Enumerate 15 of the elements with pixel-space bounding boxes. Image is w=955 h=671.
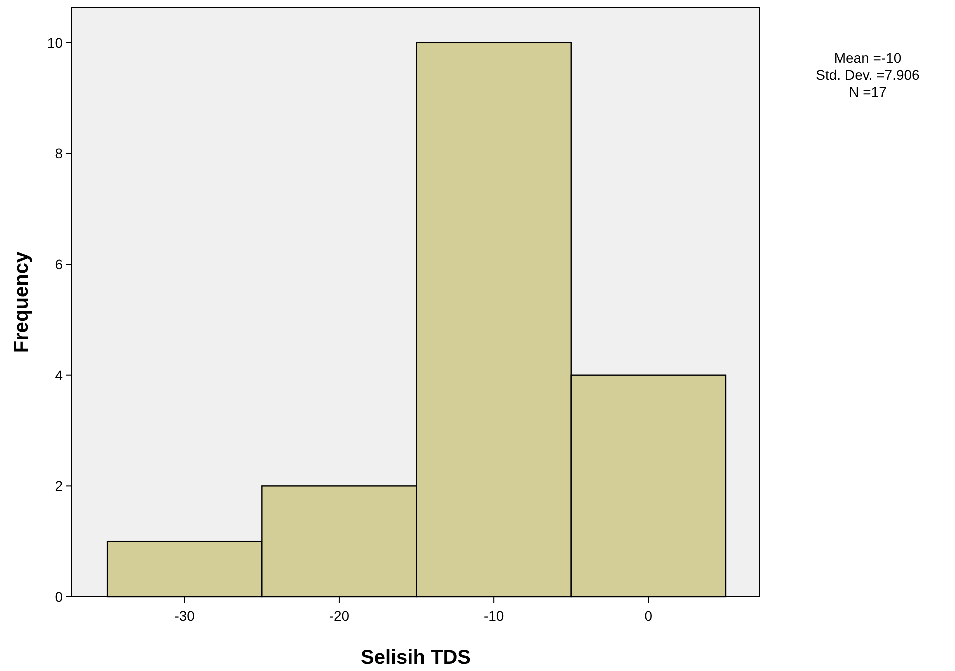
text: N =17 bbox=[849, 84, 888, 100]
y-tick-label: 8 bbox=[55, 146, 64, 162]
x-axis-title: Selisih TDS bbox=[360, 647, 472, 669]
y-tick-label: 10 bbox=[47, 34, 64, 51]
x-tick-label: -30 bbox=[174, 608, 196, 624]
y-tick-label: 2 bbox=[55, 478, 64, 494]
x-tick-label: 0 bbox=[644, 608, 653, 624]
y-tick-label: 0 bbox=[55, 588, 64, 605]
text: Std. Dev. =7.906 bbox=[816, 67, 920, 83]
x-tick-label: -20 bbox=[329, 608, 350, 624]
x-tick-label: -10 bbox=[484, 608, 504, 624]
y-tick-label: 4 bbox=[55, 367, 64, 384]
text: Mean =-10 bbox=[834, 50, 902, 66]
y-axis-title: Frequency bbox=[11, 251, 33, 354]
y-tick-label: 6 bbox=[55, 256, 64, 272]
